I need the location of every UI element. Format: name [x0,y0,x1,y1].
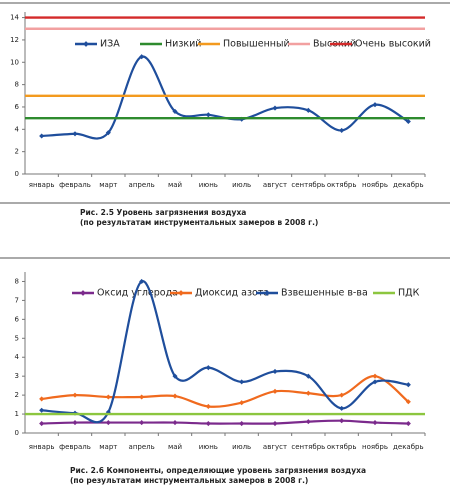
legend-label: Оксид углерода [97,288,178,299]
caption: (по результатам инструментальных замеров… [80,218,318,227]
x-tick-label: январь [29,443,55,451]
x-tick-label: сентябрь [291,443,325,451]
y-tick-label: 6 [15,315,20,323]
legend-label: Диоксид азота [195,288,269,299]
point [239,420,245,427]
point [205,365,211,371]
y-tick-label: 0 [15,429,19,437]
point [172,373,178,379]
y-tick-label: 14 [10,14,19,22]
x-tick-label: июль [232,443,251,451]
point [305,390,311,396]
point [105,394,111,400]
y-tick-label: 10 [10,58,19,66]
y-tick-label: 12 [10,36,19,44]
legend-label: Повышенный [223,39,290,50]
point [139,278,145,285]
caption: Рис. 2.6 Компоненты, определяющие уровен… [70,466,366,475]
y-tick-label: 5 [15,334,19,342]
point [205,403,211,410]
point [205,112,211,118]
point [205,420,211,427]
legend-label: Низкий [165,39,201,50]
point [305,373,311,379]
caption: Рис. 2.5 Уровень загрязнения воздуха [80,208,246,217]
point [372,379,378,385]
point [272,368,278,374]
point [72,131,78,137]
point [339,392,345,398]
x-tick-label: август [263,443,287,451]
x-tick-label: апрель [129,181,155,189]
x-tick-label: август [263,181,287,189]
series-line [41,375,410,408]
x-tick-label: март [99,443,117,451]
point [239,379,245,385]
x-tick-label: февраль [59,181,91,189]
x-tick-label: февраль [59,443,91,451]
point [372,373,378,379]
x-tick-label: май [168,443,182,451]
point [339,405,345,411]
y-tick-label: 2 [15,391,19,399]
x-tick-label: сентябрь [291,181,325,189]
y-tick-label: 4 [15,125,20,133]
point [339,127,345,133]
point [405,382,411,388]
x-tick-label: ноябрь [362,181,388,189]
x-tick-label: декабрь [393,181,424,189]
y-tick-label: 8 [15,81,19,89]
point [39,407,45,413]
point [272,388,278,394]
x-tick-label: июль [232,181,251,189]
legend-label: ИЗА [100,39,120,50]
point [39,420,45,427]
legend-label: Взвешенные в-ва [281,288,368,299]
legend-label: ПДК [398,288,420,299]
y-tick-label: 1 [15,410,19,418]
legend-marker [264,290,270,296]
y-tick-label: 6 [15,103,20,111]
point [172,420,178,426]
x-tick-label: апрель [129,443,155,451]
series-line [41,419,409,425]
point [72,420,78,426]
point [305,107,311,113]
x-tick-label: октябрь [327,181,357,189]
y-tick-label: 8 [15,277,19,285]
y-tick-label: 0 [15,170,19,178]
legend-marker [178,290,184,296]
x-tick-label: декабрь [393,443,424,451]
x-tick-label: июнь [199,181,218,189]
point [39,133,45,139]
point [405,420,411,427]
legend-marker [80,290,86,296]
x-tick-label: май [168,181,182,189]
point [405,399,411,405]
point [305,419,311,425]
x-tick-label: июнь [199,443,218,451]
point [272,420,278,427]
point [372,420,378,426]
point [239,400,245,406]
x-tick-label: январь [29,181,55,189]
caption: (по результатам инструментальных замеров… [70,476,308,485]
point [105,130,111,136]
y-tick-label: 2 [15,148,19,156]
legend-label: Очень высокий [355,39,431,50]
y-tick-label: 4 [15,353,20,361]
point [105,420,111,426]
y-tick-label: 3 [15,372,19,380]
point [172,393,178,399]
x-tick-label: октябрь [327,443,357,451]
y-tick-label: 7 [15,296,19,304]
x-tick-label: март [99,181,117,189]
point [139,420,145,426]
point [139,394,145,400]
x-tick-label: ноябрь [362,443,388,451]
point [339,418,345,424]
